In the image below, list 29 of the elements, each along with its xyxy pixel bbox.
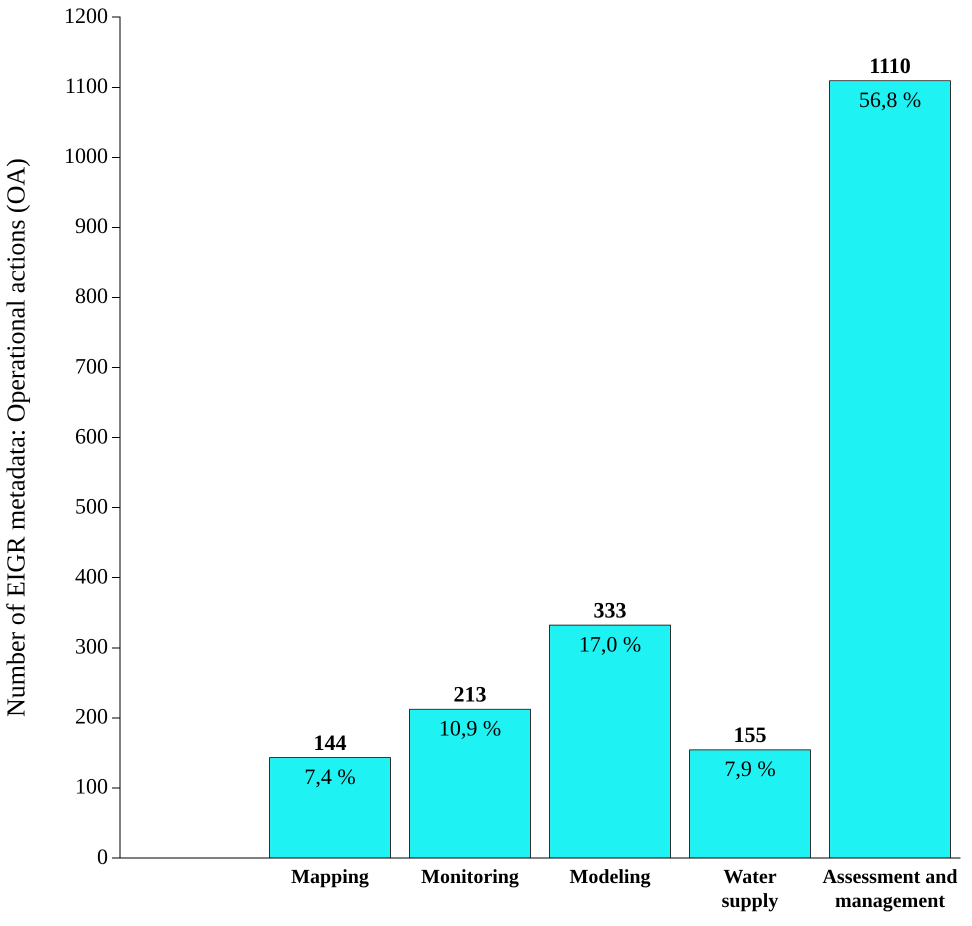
data-label: 333 xyxy=(594,597,626,622)
y-tick-label: 100 xyxy=(75,774,108,799)
annotation: 7,9 % xyxy=(724,756,776,782)
data-label: 1110 xyxy=(869,52,911,78)
y-tick-label: 300 xyxy=(75,634,108,659)
data-label: 213 xyxy=(454,681,486,706)
y-tick-label: 1000 xyxy=(64,143,108,168)
y-tick-label: 0 xyxy=(97,844,108,869)
annotation: 56,8 % xyxy=(858,87,922,112)
x-tick-label: Mapping xyxy=(291,866,369,888)
x-tick-label: Monitoring xyxy=(421,866,519,888)
y-tick-label: 1200 xyxy=(64,2,108,28)
annotation: 10,9 % xyxy=(438,716,502,741)
y-tick-label: 700 xyxy=(75,353,108,378)
y-tick-label: 600 xyxy=(75,423,108,448)
x-tick-label: Modeling xyxy=(569,866,651,888)
y-tick-label: 1100 xyxy=(64,73,108,98)
annotation: 17,0 % xyxy=(578,631,642,656)
annotation: 7,4 % xyxy=(304,764,356,789)
x-tick-label: Assessment and management xyxy=(822,866,958,912)
y-tick-label: 800 xyxy=(75,283,108,308)
data-label: 144 xyxy=(314,730,346,755)
y-tick-label: 900 xyxy=(75,213,108,238)
data-label: 155 xyxy=(734,722,766,748)
y-tick-label: 200 xyxy=(75,704,108,729)
y-tick-label: 400 xyxy=(75,564,108,589)
y-axis-title: Number of EIGR metadata: Operational actions (OA) xyxy=(1,158,30,718)
y-tick-label: 500 xyxy=(75,493,108,518)
x-tick-label: Water supply xyxy=(722,866,778,912)
